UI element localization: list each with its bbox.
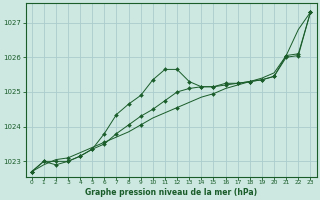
X-axis label: Graphe pression niveau de la mer (hPa): Graphe pression niveau de la mer (hPa) (85, 188, 257, 197)
